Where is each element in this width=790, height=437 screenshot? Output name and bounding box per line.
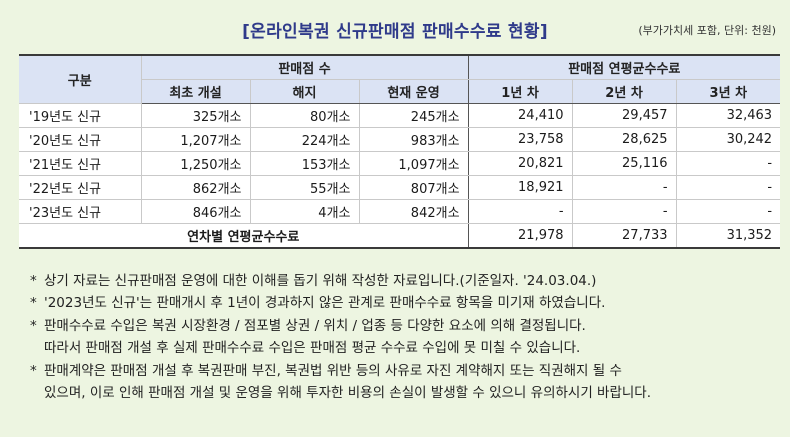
row-label: '23년도 신규 — [19, 199, 142, 224]
cell-year2: 29,457 — [572, 103, 677, 128]
cell-terminated: 80개소 — [250, 103, 360, 128]
cell-operating: 842개소 — [359, 199, 469, 224]
total-year1: 21,978 — [468, 223, 573, 249]
footnote-text: '2023년도 신규'는 판매개시 후 1년이 경과하지 않은 관계로 판매수수… — [44, 295, 606, 312]
cell-terminated: 4개소 — [250, 199, 360, 224]
cell-year2: 28,625 — [572, 127, 677, 152]
footnote-text: 판매계약은 판매점 개설 후 복권판매 부진, 복권법 위반 등의 사유로 자진… — [44, 362, 622, 379]
subheader-year3: 3년 차 — [676, 79, 781, 104]
footnote: * 판매수수료 수입은 복권 시장환경 / 점포별 상권 / 위치 / 업종 등… — [30, 315, 782, 360]
cell-initial: 325개소 — [141, 103, 251, 128]
footnote-text: 상기 자료는 신규판매점 운영에 대한 이해를 돕기 위해 작성한 자료입니다.… — [44, 273, 597, 289]
cell-terminated: 55개소 — [250, 175, 360, 200]
cell-year2: - — [572, 175, 677, 200]
cell-terminated: 153개소 — [250, 151, 360, 176]
header-row-2: 최초 개설 해지 현재 운영 1년 차 2년 차 3년 차 — [19, 79, 781, 104]
page-title: [온라인복권 신규판매점 판매수수료 현황] — [242, 22, 548, 42]
cell-terminated: 224개소 — [250, 127, 360, 152]
subheader-initial-open: 최초 개설 — [141, 79, 251, 104]
subheader-year1: 1년 차 — [468, 79, 573, 104]
cell-operating: 983개소 — [359, 127, 469, 152]
cell-year3: 32,463 — [676, 103, 781, 128]
row-label: '19년도 신규 — [19, 103, 142, 128]
header-row-1: 구분 판매점 수 판매점 연평균수수료 — [19, 54, 781, 104]
footnote: * 판매계약은 판매점 개설 후 복권판매 부진, 복권법 위반 등의 사유로 … — [30, 360, 782, 405]
header-avg-commission: 판매점 연평균수수료 — [468, 54, 781, 80]
cell-year1: - — [468, 199, 573, 224]
cell-year1: 20,821 — [468, 151, 573, 176]
table-row: '19년도 신규 325개소 80개소 245개소 24,410 29,457 … — [19, 103, 781, 128]
cell-year3: 30,242 — [676, 127, 781, 152]
footnote-text: 판매수수료 수입은 복권 시장환경 / 점포별 상권 / 위치 / 업종 등 다… — [44, 317, 586, 334]
unit-note: (부가가치세 포함, 단위: 천원) — [638, 24, 776, 37]
subheader-operating: 현재 운영 — [359, 79, 469, 104]
footnote: * '2023년도 신규'는 판매개시 후 1년이 경과하지 않은 관계로 판매… — [30, 292, 782, 314]
subheader-terminated: 해지 — [250, 79, 360, 104]
cell-year1: 23,758 — [468, 127, 573, 152]
cell-year3: - — [676, 199, 781, 224]
subheader-year2: 2년 차 — [572, 79, 677, 104]
bullet-star: * — [30, 295, 37, 312]
header-category: 구분 — [19, 54, 142, 104]
total-year3: 31,352 — [676, 223, 781, 249]
footnote-text-continued: 따라서 판매점 개설 후 실제 판매수수료 수입은 판매점 평균 수수료 수입에… — [44, 340, 581, 357]
cell-operating: 245개소 — [359, 103, 469, 128]
total-row: 연차별 연평균수수료 21,978 27,733 31,352 — [19, 223, 781, 249]
table-row: '21년도 신규 1,250개소 153개소 1,097개소 20,821 25… — [19, 151, 781, 176]
cell-year1: 24,410 — [468, 103, 573, 128]
cell-year2: - — [572, 199, 677, 224]
footnotes: * 상기 자료는 신규판매점 운영에 대한 이해를 돕기 위해 작성한 자료입니… — [30, 270, 782, 404]
commission-table: 구분 판매점 수 판매점 연평균수수료 최초 개설 해지 현재 운영 1년 차 … — [19, 54, 781, 249]
cell-initial: 862개소 — [141, 175, 251, 200]
cell-year1: 18,921 — [468, 175, 573, 200]
cell-year3: - — [676, 151, 781, 176]
cell-operating: 807개소 — [359, 175, 469, 200]
title-row: [온라인복권 신규판매점 판매수수료 현황] (부가가치세 포함, 단위: 천원… — [0, 0, 790, 46]
cell-initial: 1,250개소 — [141, 151, 251, 176]
bullet-star: * — [30, 273, 37, 289]
total-year2: 27,733 — [572, 223, 677, 249]
cell-year2: 25,116 — [572, 151, 677, 176]
row-label: '20년도 신규 — [19, 127, 142, 152]
table-row: '23년도 신규 846개소 4개소 842개소 - - - — [19, 199, 781, 224]
table-row: '20년도 신규 1,207개소 224개소 983개소 23,758 28,6… — [19, 127, 781, 152]
bullet-star: * — [30, 317, 37, 334]
row-label: '22년도 신규 — [19, 175, 142, 200]
cell-operating: 1,097개소 — [359, 151, 469, 176]
footnote: * 상기 자료는 신규판매점 운영에 대한 이해를 돕기 위해 작성한 자료입니… — [30, 270, 782, 292]
cell-year3: - — [676, 175, 781, 200]
row-label: '21년도 신규 — [19, 151, 142, 176]
header-store-count: 판매점 수 — [141, 54, 469, 80]
footnote-text-continued: 있으며, 이로 인해 판매점 개설 및 운영을 위해 투자한 비용의 손실이 발… — [44, 385, 652, 402]
total-label: 연차별 연평균수수료 — [19, 223, 469, 249]
table-row: '22년도 신규 862개소 55개소 807개소 18,921 - - — [19, 175, 781, 200]
cell-initial: 846개소 — [141, 199, 251, 224]
cell-initial: 1,207개소 — [141, 127, 251, 152]
bullet-star: * — [30, 362, 37, 379]
